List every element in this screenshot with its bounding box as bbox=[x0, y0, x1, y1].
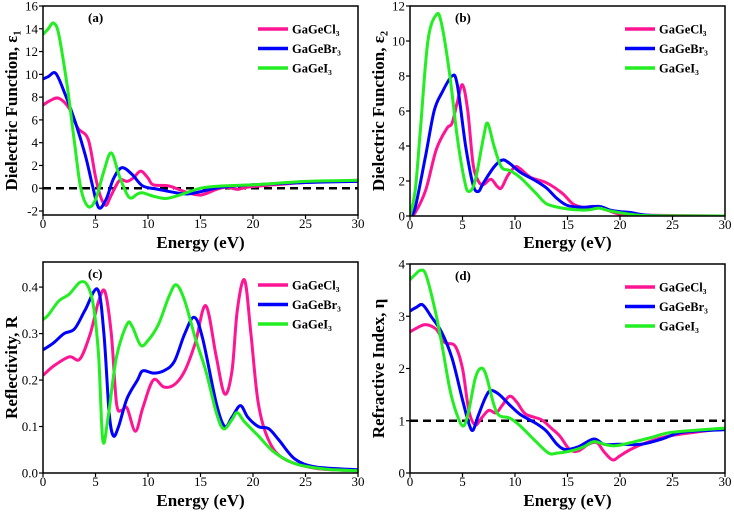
legend-label-GaGeBr3: GaGeBr₃ bbox=[292, 42, 341, 56]
chart-panel-c: 0 5 10 15 20 25 30 0.0 0.1 0.2 0.3 0.4 Energy (eV) Re… bbox=[2, 261, 365, 510]
chart-panel-b: 0 5 10 15 20 25 30 0 2 4 6 8 10 12 Energy (eV) Dielectr… bbox=[369, 0, 732, 252]
plot-frame bbox=[409, 5, 726, 217]
panel-label: (a) bbox=[88, 10, 103, 25]
y-axis-label: Dielectric Function, ε₂ bbox=[369, 31, 388, 191]
legend-label-GaGeCl3: GaGeCl₃ bbox=[659, 281, 707, 295]
y-tick-label: 0 bbox=[32, 181, 39, 196]
x-axis-label: Energy (eV) bbox=[156, 233, 244, 252]
y-tick-label: 12 bbox=[392, 0, 405, 14]
series-line-GaGeCl3 bbox=[410, 83, 725, 216]
x-tick-label: 0 bbox=[40, 216, 47, 231]
y-tick-label: 0.3 bbox=[22, 326, 38, 341]
x-tick-label: 30 bbox=[352, 216, 365, 231]
x-tick-label: 25 bbox=[666, 474, 679, 489]
legend-label-GaGeI3: GaGeI₃ bbox=[659, 320, 699, 334]
y-tick-label: -2 bbox=[27, 204, 38, 219]
y-tick-label: 2 bbox=[32, 158, 39, 173]
y-tick-label: 6 bbox=[32, 112, 39, 127]
x-axis-label: Energy (eV) bbox=[523, 233, 611, 252]
y-tick-label: 0.0 bbox=[22, 466, 38, 481]
y-tick-label: 4 bbox=[399, 139, 406, 154]
legend-label-GaGeI3: GaGeI₃ bbox=[659, 62, 699, 76]
x-tick-label: 15 bbox=[561, 217, 574, 232]
legend-label-GaGeI3: GaGeI₃ bbox=[292, 318, 332, 332]
x-tick-label: 0 bbox=[40, 474, 47, 489]
x-tick-label: 25 bbox=[299, 216, 312, 231]
legend: GaGeCl₃ GaGeBr₃ GaGeI₃ bbox=[258, 279, 341, 332]
x-axis-label: Energy (eV) bbox=[156, 491, 244, 510]
chart-panel-d: 0 5 10 15 20 25 30 0 1 2 3 4 Energy (eV) Refractive I… bbox=[369, 257, 732, 511]
panel-label: (b) bbox=[455, 10, 471, 25]
y-axis-label: Reflectivity, R bbox=[2, 315, 21, 419]
x-tick-label: 5 bbox=[92, 474, 99, 489]
y-axis-label: Dielectric Function, ε₁ bbox=[2, 30, 21, 190]
x-tick-label: 20 bbox=[614, 474, 627, 489]
y-tick-label: 16 bbox=[25, 0, 39, 14]
x-tick-label: 30 bbox=[719, 217, 732, 232]
x-tick-label: 20 bbox=[247, 474, 260, 489]
y-tick-label: 12 bbox=[25, 44, 38, 59]
legend: GaGeCl₃ GaGeBr₃ GaGeI₃ bbox=[258, 23, 341, 76]
y-tick-label: 14 bbox=[25, 21, 39, 36]
y-tick-label: 3 bbox=[399, 309, 406, 324]
y-tick-label: 10 bbox=[392, 34, 405, 49]
legend-label-GaGeI3: GaGeI₃ bbox=[292, 62, 332, 76]
legend-label-GaGeCl3: GaGeCl₃ bbox=[292, 23, 340, 37]
x-tick-label: 0 bbox=[407, 217, 414, 232]
series-line-GaGeI3 bbox=[410, 11, 725, 216]
x-tick-label: 30 bbox=[352, 474, 365, 489]
x-tick-label: 20 bbox=[614, 217, 627, 232]
legend-label-GaGeBr3: GaGeBr₃ bbox=[659, 300, 708, 314]
series-line-GaGeCl3 bbox=[410, 323, 725, 462]
x-tick-label: 30 bbox=[719, 474, 732, 489]
y-tick-label: 4 bbox=[399, 257, 406, 272]
x-tick-label: 25 bbox=[299, 474, 312, 489]
x-axis-label: Energy (eV) bbox=[523, 491, 611, 510]
x-tick-label: 5 bbox=[459, 474, 466, 489]
y-tick-label: 1 bbox=[399, 413, 406, 428]
legend-label-GaGeCl3: GaGeCl₃ bbox=[292, 279, 340, 293]
panel-label: (c) bbox=[88, 266, 102, 281]
x-tick-label: 15 bbox=[561, 474, 574, 489]
legend-label-GaGeBr3: GaGeBr₃ bbox=[292, 298, 341, 312]
x-tick-label: 10 bbox=[509, 217, 522, 232]
y-tick-label: 0 bbox=[399, 209, 406, 224]
legend-label-GaGeCl3: GaGeCl₃ bbox=[659, 23, 707, 37]
x-tick-label: 10 bbox=[142, 216, 155, 231]
series-line-GaGeCl3 bbox=[43, 278, 358, 473]
x-tick-label: 15 bbox=[194, 216, 207, 231]
y-tick-label: 8 bbox=[32, 90, 39, 105]
y-tick-label: 0 bbox=[399, 466, 406, 481]
x-tick-label: 0 bbox=[407, 474, 414, 489]
series-line-GaGeI3 bbox=[410, 268, 725, 456]
series-line-GaGeI3 bbox=[43, 279, 358, 473]
y-tick-label: 0.2 bbox=[22, 373, 38, 388]
y-tick-label: 2 bbox=[399, 174, 406, 189]
series-line-GaGeI3 bbox=[43, 21, 358, 209]
x-tick-label: 5 bbox=[459, 217, 466, 232]
x-tick-label: 10 bbox=[509, 474, 522, 489]
y-tick-label: 2 bbox=[399, 361, 406, 376]
panel-label: (d) bbox=[455, 268, 471, 283]
y-tick-label: 0.4 bbox=[22, 280, 39, 295]
y-tick-label: 6 bbox=[399, 104, 406, 119]
x-tick-label: 10 bbox=[142, 474, 155, 489]
y-tick-label: 8 bbox=[399, 69, 406, 84]
x-tick-label: 15 bbox=[194, 474, 207, 489]
legend: GaGeCl₃ GaGeBr₃ GaGeI₃ bbox=[625, 281, 708, 334]
y-tick-label: 10 bbox=[25, 67, 38, 82]
x-tick-label: 5 bbox=[92, 216, 99, 231]
series-line-GaGeBr3 bbox=[43, 287, 358, 472]
y-tick-label: 4 bbox=[32, 135, 39, 150]
y-axis-label: Refractive Index, η bbox=[369, 299, 388, 438]
plot-frame bbox=[409, 263, 726, 474]
legend-label-GaGeBr3: GaGeBr₃ bbox=[659, 42, 708, 56]
x-tick-label: 25 bbox=[666, 217, 679, 232]
x-tick-label: 20 bbox=[247, 216, 260, 231]
y-tick-label: 0.1 bbox=[22, 419, 38, 434]
legend: GaGeCl₃ GaGeBr₃ GaGeI₃ bbox=[625, 23, 708, 76]
